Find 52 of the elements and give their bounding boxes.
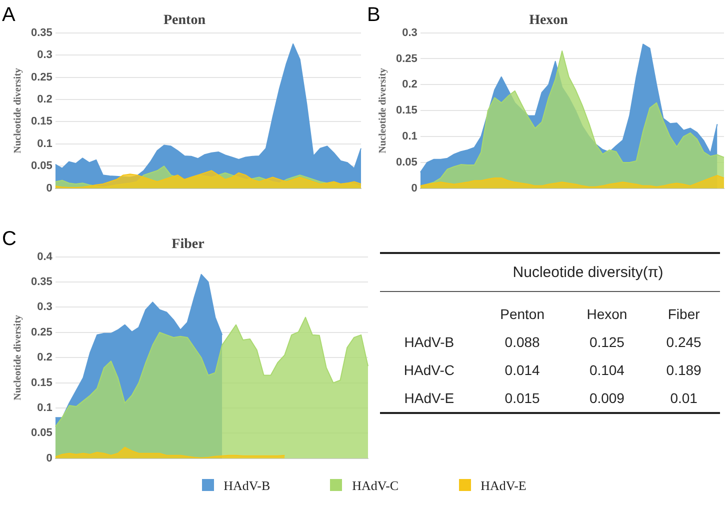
chart-title: Penton — [164, 13, 206, 28]
data-label: 0.189 — [665, 361, 702, 380]
y-tick-label: HAdV-B — [403, 333, 456, 352]
y-tick-label: 0.15 — [30, 116, 52, 128]
text: B — [367, 4, 380, 27]
chart-title: Nucleotide diversity(π) — [380, 253, 720, 292]
data-label: 0.014 — [504, 361, 541, 380]
y-tick-label: 0.05 — [30, 160, 52, 172]
legend-label: HAdV-B — [222, 478, 270, 494]
text: A — [2, 4, 16, 27]
y-tick-label: 0 — [411, 182, 418, 194]
data-label: 0.125 — [588, 333, 626, 352]
y-tick-label: HAdV-C — [402, 361, 456, 380]
y-tick-label: 0.1 — [37, 138, 52, 150]
y-tick-label: 0.2 — [37, 94, 52, 106]
data-label: 0.245 — [665, 333, 702, 352]
y-tick-label: 0.25 — [30, 71, 52, 84]
data-label: 0.015 — [504, 389, 541, 408]
y-tick-label: 0.15 — [30, 376, 52, 389]
y-tick-label: 0.15 — [396, 104, 418, 117]
text: C — [2, 228, 16, 251]
x-tick-label: Fiber — [666, 305, 701, 324]
data-label: 0.009 — [588, 389, 626, 408]
y-tick-label: 0.25 — [396, 52, 418, 65]
x-tick-label: Penton — [499, 305, 546, 324]
y-tick-label: 0.2 — [37, 352, 52, 364]
y-axis-title: Nucleotide diversity — [12, 314, 24, 400]
y-tick-label: 0.05 — [30, 427, 52, 440]
chart-title: Fiber — [172, 237, 204, 252]
y-tick-label: 0.3 — [37, 49, 52, 62]
y-tick-label: 0.3 — [402, 26, 418, 39]
y-tick-label: 0 — [46, 182, 52, 194]
y-tick-label: 0.4 — [37, 250, 54, 263]
data-label: 0.01 — [669, 389, 698, 408]
y-tick-label: 0.05 — [396, 156, 418, 168]
legend-label: HAdV-E — [480, 478, 526, 494]
y-tick-label: 0 — [46, 452, 52, 464]
x-tick-label: Hexon — [586, 305, 628, 324]
chart-title: Hexon — [529, 13, 568, 28]
y-tick-label: HAdV-E — [403, 389, 456, 408]
y-tick-label: 0.3 — [37, 301, 52, 314]
y-tick-label: 0.2 — [402, 78, 418, 91]
legend-label: HAdV-C — [351, 478, 399, 494]
y-tick-label: 0.1 — [37, 402, 52, 414]
y-tick-label: 0.35 — [30, 26, 52, 39]
data-label: 0.088 — [504, 333, 541, 352]
y-tick-label: 0.25 — [30, 326, 52, 338]
y-axis-title: Nucleotide diversity — [378, 68, 389, 154]
y-axis-title: Nucleotide diversity — [12, 68, 24, 154]
y-tick-label: 0.1 — [402, 130, 418, 143]
y-tick-label: 0.35 — [30, 276, 52, 288]
data-label: 0.104 — [588, 361, 626, 380]
